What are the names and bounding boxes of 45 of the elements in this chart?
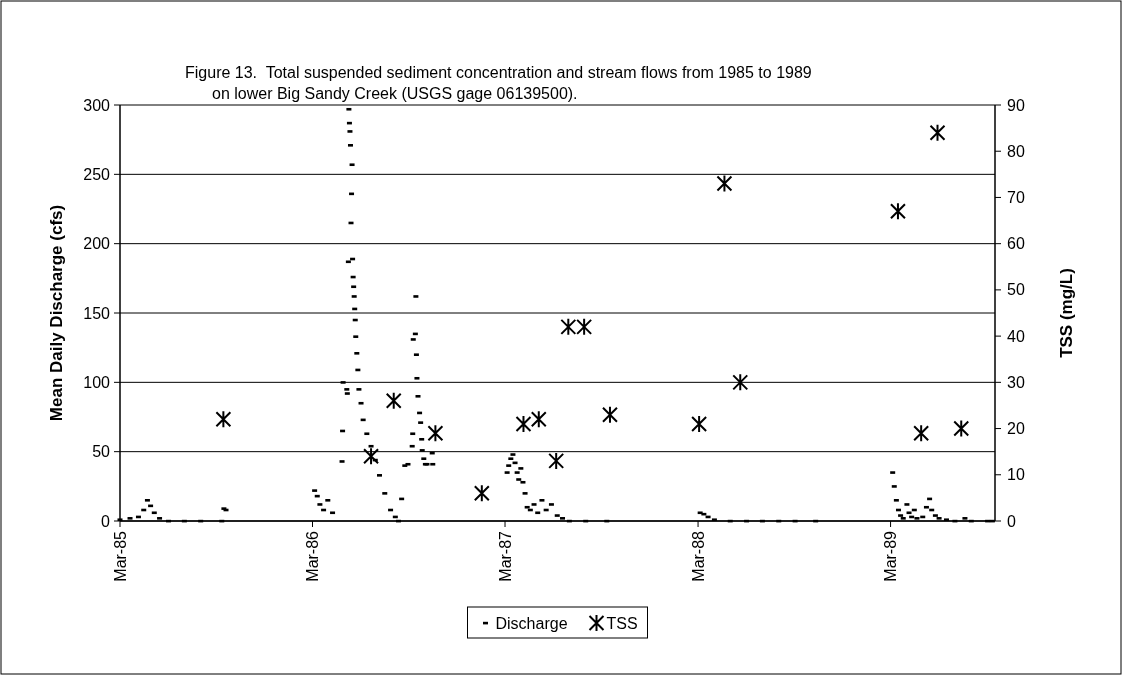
point xyxy=(716,174,733,193)
y-tick-label: 0 xyxy=(101,512,111,530)
point xyxy=(363,447,380,466)
point xyxy=(601,405,618,424)
y2-tick-label: 90 xyxy=(1007,96,1025,114)
y2-axis-title: TSS (mg/L) xyxy=(1057,268,1076,358)
point xyxy=(576,317,593,336)
y-tick-label: 50 xyxy=(92,443,111,461)
y2-tick-label: 60 xyxy=(1007,235,1025,253)
point xyxy=(913,424,930,443)
y2-tick-label: 40 xyxy=(1007,327,1025,345)
y-tick-label: 100 xyxy=(83,373,111,391)
point xyxy=(515,414,532,433)
y-tick-label: 300 xyxy=(83,96,111,114)
y-tick-label: 150 xyxy=(83,304,111,322)
point xyxy=(953,419,970,438)
x-tick-label: Mar-85 xyxy=(111,530,129,582)
x-tick-label: Mar-86 xyxy=(304,530,322,582)
legend-label: Discharge xyxy=(495,614,568,632)
y2-tick-label: 30 xyxy=(1007,373,1025,391)
y-tick-label: 250 xyxy=(83,165,111,183)
point xyxy=(732,373,749,392)
point xyxy=(889,202,906,221)
y2-tick-label: 80 xyxy=(1007,142,1025,160)
y-axis-title: Mean Daily Discharge (cfs) xyxy=(47,204,66,422)
point xyxy=(530,410,547,429)
y2-tick-label: 70 xyxy=(1007,189,1025,207)
legend-label: TSS xyxy=(606,614,638,632)
point xyxy=(473,484,490,503)
point xyxy=(385,391,402,410)
x-tick-label: Mar-88 xyxy=(689,530,707,582)
point xyxy=(560,317,577,336)
y2-tick-label: 0 xyxy=(1007,512,1016,530)
x-tick-label: Mar-89 xyxy=(882,530,900,582)
chart-title: Figure 13. Total suspended sediment concentration and stream flows from 1985 to 1989 on lower Big Sandy Creek (USGS gage 06139500). xyxy=(185,64,812,102)
y2-tick-label: 10 xyxy=(1007,466,1025,484)
point xyxy=(427,424,444,443)
point xyxy=(548,451,565,470)
point xyxy=(215,410,232,429)
point xyxy=(691,414,708,433)
y-tick-label: 200 xyxy=(83,235,111,253)
point xyxy=(929,123,946,142)
y2-tick-label: 50 xyxy=(1007,281,1025,299)
y2-tick-label: 20 xyxy=(1007,420,1025,438)
x-tick-label: Mar-87 xyxy=(496,530,514,582)
